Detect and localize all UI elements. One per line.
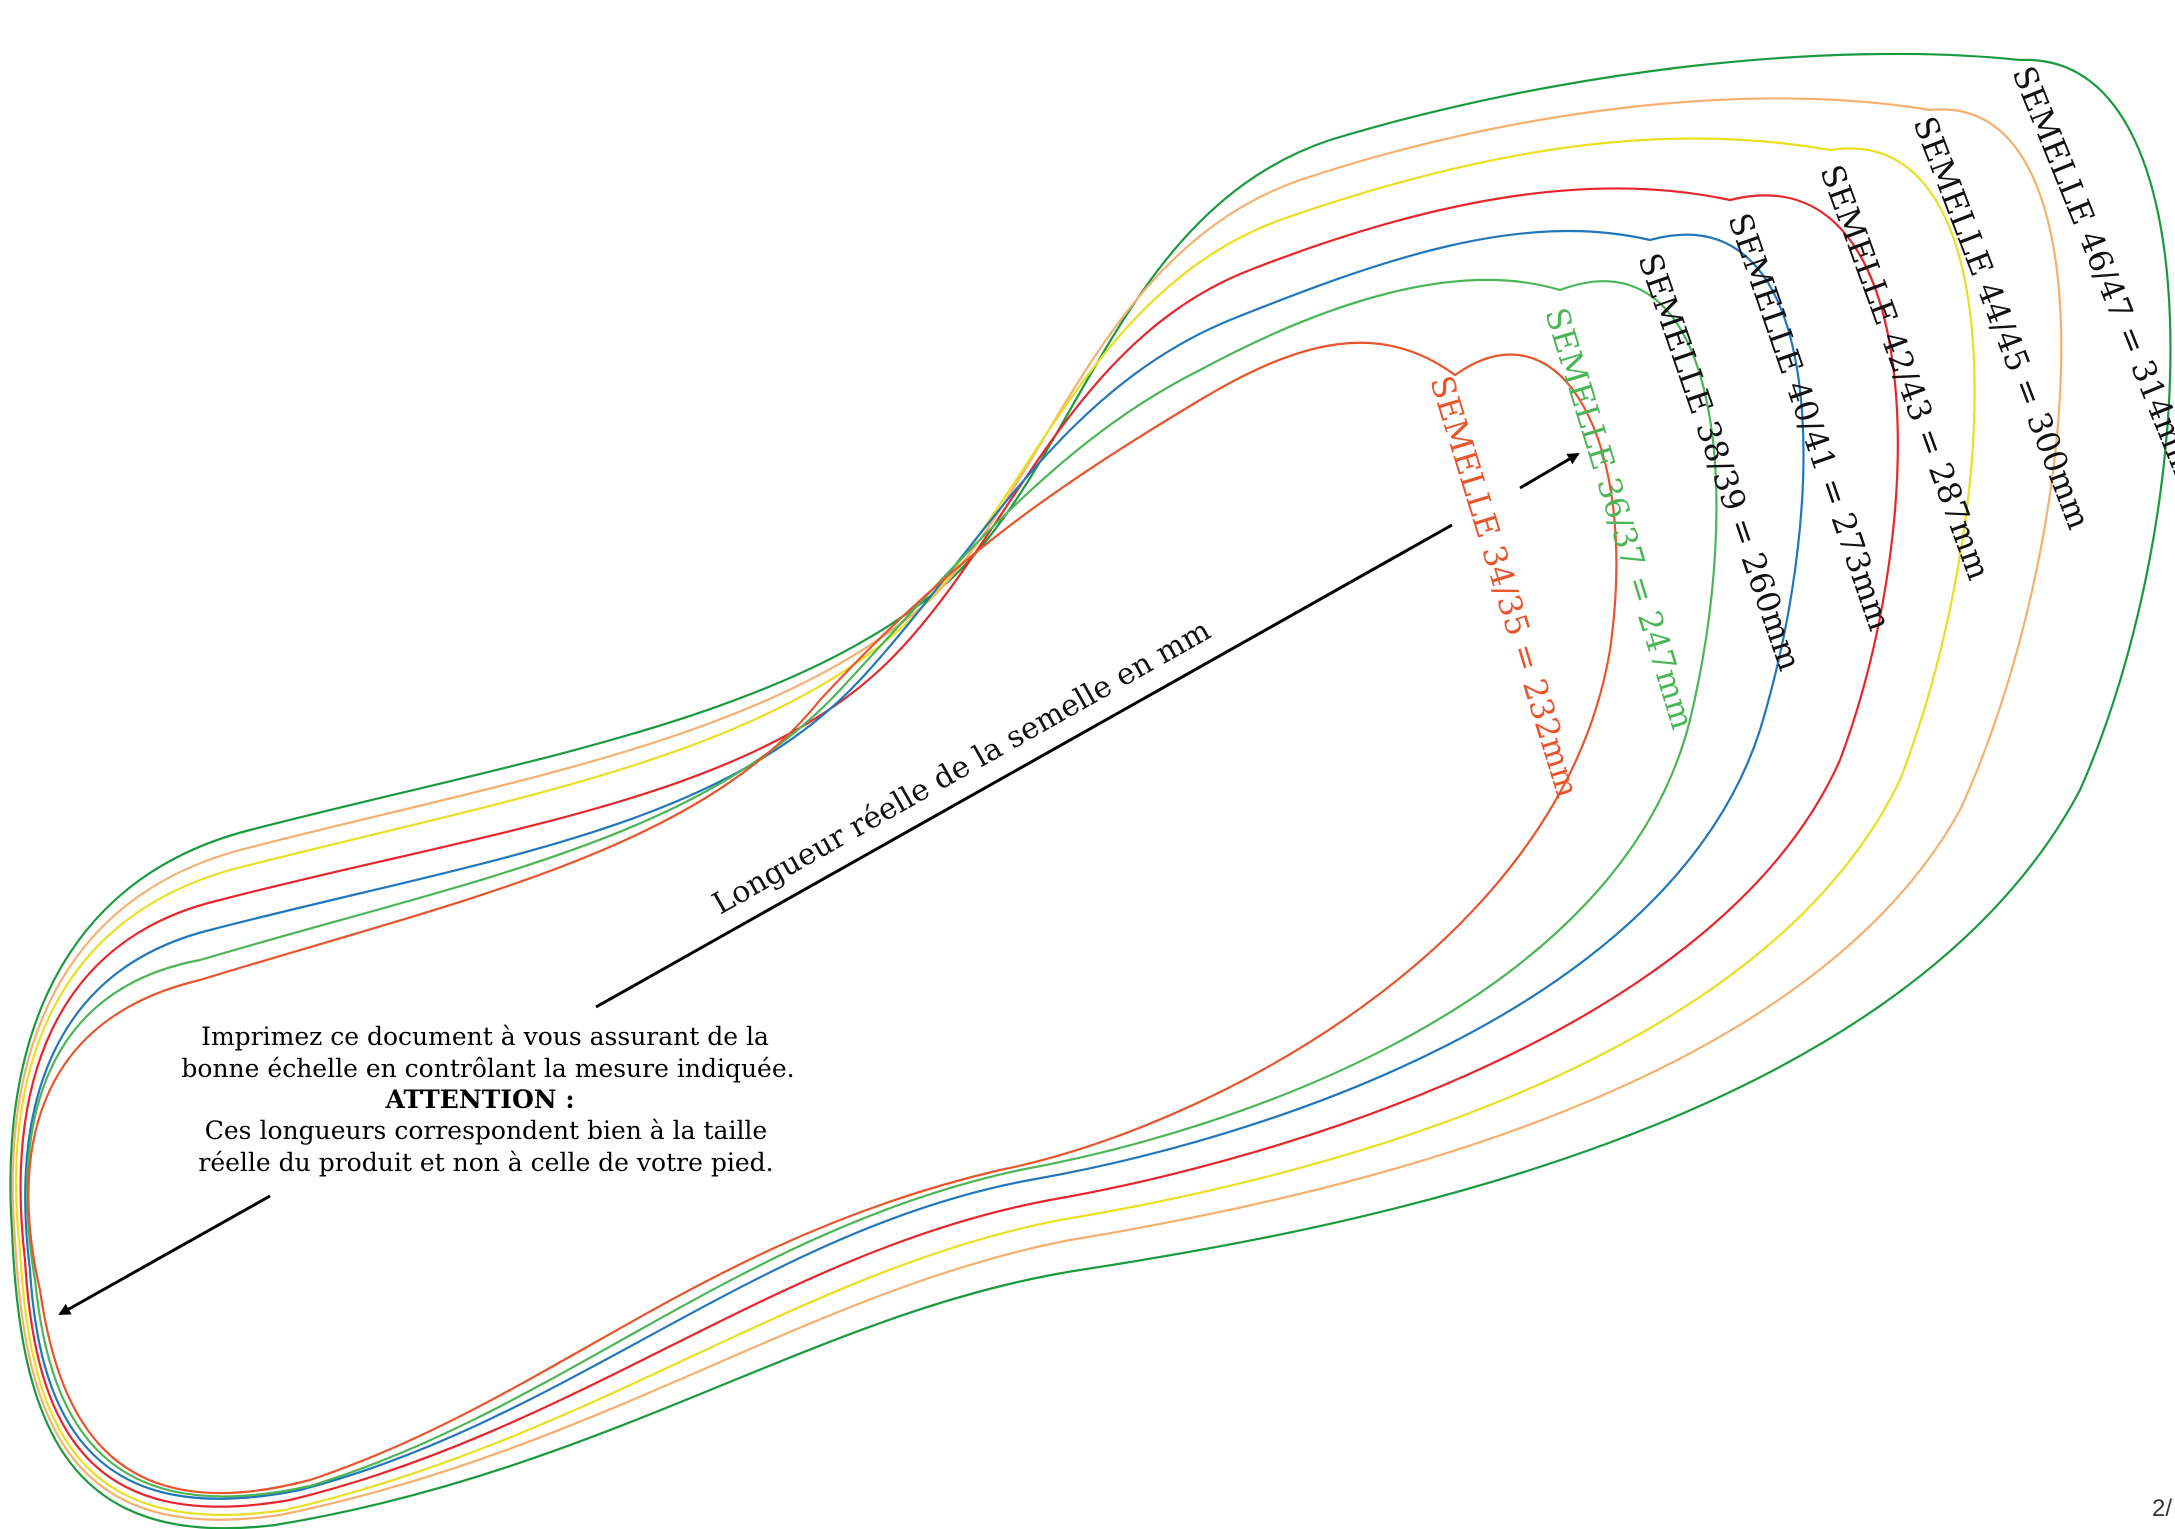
sole-outline-44-45	[11, 97, 2063, 1521]
notice-line-1: Imprimez ce document à vous assurant de …	[201, 1022, 769, 1051]
notice-line-2: bonne échelle en contrôlant la mesure in…	[181, 1054, 794, 1083]
notice-line-5: réelle du produit et non à celle de votr…	[198, 1148, 773, 1177]
measure-arrow-bottom	[58, 1194, 271, 1316]
measure-label: Longueur réelle de la semelle en mm	[707, 613, 1217, 922]
page-number: 2/	[2152, 1495, 2172, 1522]
notice-line-3: ATTENTION :	[384, 1085, 574, 1114]
print-notice: Imprimez ce document à vous assurant de …	[181, 1022, 794, 1177]
sole-outline-42-43	[15, 137, 1976, 1516]
notice-line-4: Ces longueurs correspondent bien à la ta…	[205, 1116, 767, 1145]
sole-outline-46-47	[9, 52, 2172, 1529]
measure-arrow-top	[595, 523, 1453, 1009]
sole-outline-40-41	[19, 187, 1899, 1508]
sole-outline-36-37	[26, 278, 1718, 1498]
sole-label-34-35: SEMELLE 34/35 = 232mm	[1422, 371, 1587, 802]
measure-arrow-top-tip	[1519, 452, 1580, 490]
sole-outline-34-35	[27, 341, 1618, 1495]
sole-outline-38-39	[24, 230, 1805, 1500]
sole-outlines	[9, 52, 2172, 1529]
